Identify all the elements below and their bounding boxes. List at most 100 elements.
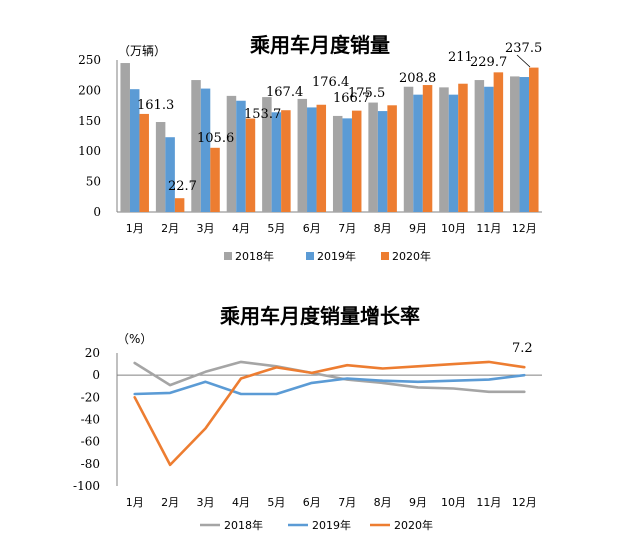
bar-2020年-11月 — [493, 72, 504, 212]
bar-2019年-2月 — [165, 137, 175, 212]
bar-legend-swatch-1 — [306, 252, 314, 260]
bar-2020年-8月 — [387, 105, 397, 212]
line-series-2018年 — [133, 360, 526, 394]
bar-data-label-2: 105.6 — [197, 131, 234, 146]
bar-data-label-10: 229.7 — [470, 55, 507, 70]
line-y-unit: （%） — [117, 332, 152, 346]
bar-x-label-5: 6月 — [303, 222, 321, 235]
bar-2019年-4月 — [236, 100, 246, 212]
bar-2019年-1月 — [129, 89, 140, 212]
bar-2018年-1月 — [120, 63, 130, 212]
bar-label-leader-12 — [516, 54, 531, 68]
bar-2020年-3月 — [210, 147, 220, 212]
bar-data-label-7: 175.5 — [348, 86, 385, 101]
bar-2020年-2月 — [174, 198, 185, 212]
line-x-label-5: 6月 — [303, 496, 321, 509]
line-data-label-dec-2020: 7.2 — [512, 341, 533, 356]
bar-x-label-6: 7月 — [338, 222, 356, 235]
bar-legend-label-1: 2019年 — [317, 249, 356, 263]
line-y-tick-6: -100 — [73, 479, 100, 493]
bar-2018年-5月 — [262, 97, 272, 212]
line-x-label-3: 4月 — [232, 496, 250, 509]
bar-data-label-0: 161.3 — [137, 98, 174, 113]
bar-2019年-12月 — [519, 77, 530, 212]
bar-legend-label-0: 2018年 — [235, 249, 274, 263]
bar-y-tick-2: 100 — [78, 144, 101, 158]
bar-2019年-3月 — [200, 88, 211, 212]
line-x-label-4: 5月 — [267, 496, 285, 509]
bar-2018年-9月 — [403, 86, 414, 212]
bar-2018年-11月 — [474, 80, 485, 213]
line-y-tick-3: -40 — [81, 413, 100, 427]
bar-2018年-8月 — [368, 102, 378, 212]
bar-2018年-10月 — [439, 87, 449, 212]
line-x-label-10: 11月 — [476, 496, 501, 509]
bar-2019年-7月 — [342, 118, 352, 212]
bar-data-label-9: 211 — [448, 50, 473, 65]
bar-2019年-11月 — [484, 86, 494, 212]
line-chart-title: 乘用车月度销量增长率 — [219, 304, 420, 328]
bar-2020年-9月 — [422, 85, 433, 212]
line-x-label-7: 8月 — [374, 496, 392, 509]
line-series-2020年 — [133, 360, 526, 467]
bar-2020年-6月 — [316, 104, 327, 212]
bar-2018年-7月 — [332, 115, 343, 212]
bar-x-label-2: 3月 — [197, 222, 215, 235]
line-x-label-11: 12月 — [512, 496, 537, 509]
line-legend-label-1: 2019年 — [312, 518, 351, 532]
line-x-label-1: 2月 — [161, 496, 179, 509]
bar-data-label-1: 22.7 — [168, 179, 197, 194]
bar-data-label-4: 167.4 — [266, 85, 303, 100]
bar-x-label-0: 1月 — [126, 222, 144, 235]
line-y-tick-1: 0 — [92, 368, 100, 382]
bar-x-label-8: 9月 — [409, 222, 427, 235]
bar-data-label-3: 153.7 — [244, 107, 281, 122]
bar-2020年-4月 — [245, 118, 256, 212]
line-legend-label-2: 2020年 — [394, 518, 433, 532]
bar-legend-label-2: 2020年 — [392, 249, 431, 263]
line-series-2019年 — [133, 373, 526, 396]
bar-2018年-3月 — [191, 80, 201, 213]
line-y-tick-5: -80 — [81, 457, 100, 471]
bar-x-label-7: 8月 — [374, 222, 392, 235]
bar-y-tick-0: 0 — [93, 205, 101, 219]
bar-2019年-10月 — [448, 94, 459, 212]
bar-y-unit: （万辆） — [118, 44, 166, 58]
bar-x-label-9: 10月 — [441, 222, 466, 235]
bar-legend-swatch-0 — [224, 252, 232, 260]
bar-2020年-12月 — [529, 67, 539, 212]
bar-2020年-5月 — [281, 110, 291, 212]
bar-data-label-11: 237.5 — [505, 41, 542, 56]
bar-data-label-5: 176.4 — [312, 75, 349, 90]
line-x-label-2: 3月 — [197, 496, 215, 509]
bar-x-label-4: 5月 — [267, 222, 285, 235]
bar-2019年-8月 — [377, 111, 388, 212]
line-x-label-6: 7月 — [338, 496, 356, 509]
bar-2020年-10月 — [458, 83, 468, 212]
bar-y-tick-3: 150 — [78, 114, 101, 128]
bar-2020年-7月 — [351, 110, 362, 212]
bar-x-label-11: 12月 — [512, 222, 537, 235]
bar-data-label-6: 166.7 — [333, 91, 370, 106]
bar-2018年-12月 — [510, 76, 520, 212]
bar-2019年-9月 — [413, 94, 423, 212]
bar-y-tick-1: 50 — [86, 175, 101, 189]
bar-2018年-2月 — [155, 122, 166, 212]
bar-2018年-6月 — [297, 98, 308, 212]
line-y-tick-2: -20 — [81, 390, 100, 404]
bar-x-label-10: 11月 — [476, 222, 501, 235]
line-y-tick-0: 20 — [85, 346, 100, 360]
line-y-tick-4: -60 — [81, 435, 100, 449]
bar-2019年-6月 — [307, 107, 317, 212]
bar-data-label-8: 208.8 — [399, 71, 436, 86]
bar-chart-title: 乘用车月度销量 — [249, 33, 390, 57]
bar-y-tick-4: 200 — [78, 83, 101, 97]
bar-2018年-4月 — [226, 95, 237, 212]
line-x-label-8: 9月 — [409, 496, 427, 509]
bar-2020年-1月 — [139, 113, 149, 212]
line-x-label-9: 10月 — [441, 496, 466, 509]
bar-legend-swatch-2 — [381, 252, 389, 260]
bar-x-label-1: 2月 — [161, 222, 179, 235]
bar-x-label-3: 4月 — [232, 222, 250, 235]
